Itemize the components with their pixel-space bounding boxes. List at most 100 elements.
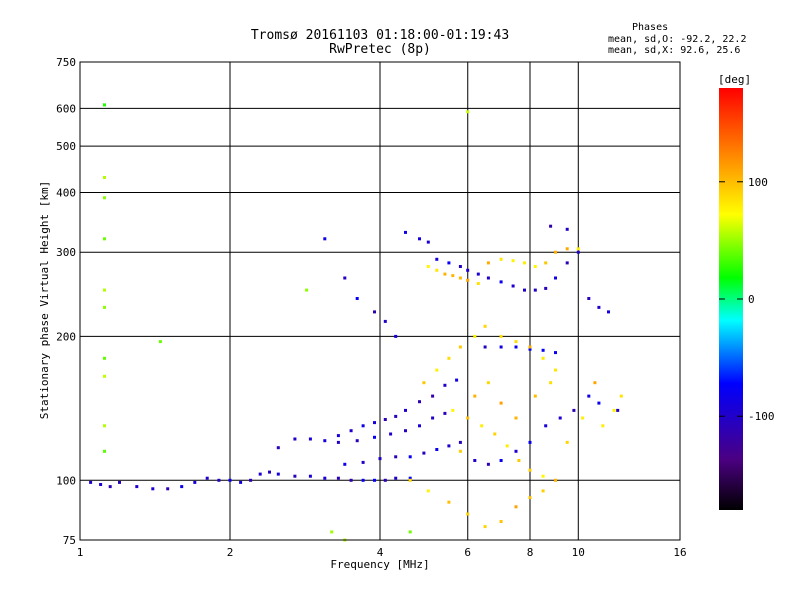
data-point bbox=[276, 446, 280, 450]
data-point bbox=[455, 378, 459, 382]
x-tick-label: 4 bbox=[377, 546, 384, 559]
data-point bbox=[554, 250, 557, 254]
data-point bbox=[103, 449, 106, 453]
data-point bbox=[103, 288, 106, 292]
data-point bbox=[343, 276, 347, 280]
data-point bbox=[458, 276, 462, 280]
data-point bbox=[486, 381, 490, 385]
data-point bbox=[103, 103, 106, 107]
y-tick-label: 200 bbox=[56, 330, 76, 343]
data-point bbox=[451, 274, 455, 278]
data-point bbox=[458, 345, 462, 349]
data-point bbox=[499, 280, 503, 284]
data-point bbox=[486, 261, 490, 265]
data-point bbox=[511, 259, 515, 263]
data-point bbox=[458, 440, 462, 444]
colorbar-label: [deg] bbox=[718, 73, 751, 86]
y-tick-label: 75 bbox=[63, 534, 76, 547]
data-point bbox=[180, 485, 184, 489]
data-point bbox=[499, 520, 503, 523]
data-point bbox=[103, 424, 106, 428]
data-point bbox=[323, 237, 327, 241]
data-point bbox=[276, 472, 280, 476]
data-point bbox=[435, 448, 439, 451]
data-point bbox=[514, 449, 518, 453]
data-point bbox=[373, 421, 376, 425]
data-point bbox=[576, 247, 580, 251]
y-tick-label: 400 bbox=[56, 186, 76, 199]
data-point bbox=[336, 476, 340, 480]
data-point bbox=[447, 261, 451, 265]
data-point bbox=[483, 345, 487, 349]
data-point bbox=[499, 345, 503, 349]
data-point bbox=[483, 525, 487, 529]
x-tick-label: 2 bbox=[227, 546, 234, 559]
data-point bbox=[355, 439, 359, 443]
data-point bbox=[383, 319, 387, 323]
data-point bbox=[408, 476, 412, 480]
data-point bbox=[435, 368, 439, 372]
x-axis-label: Frequency [MHz] bbox=[330, 558, 429, 571]
data-point bbox=[323, 439, 327, 443]
data-point bbox=[616, 408, 620, 412]
data-point bbox=[394, 455, 398, 459]
data-point bbox=[514, 505, 518, 509]
data-point bbox=[447, 500, 451, 504]
data-point bbox=[514, 416, 518, 420]
data-point bbox=[447, 356, 451, 360]
data-point bbox=[565, 440, 569, 444]
data-point bbox=[473, 394, 477, 398]
data-point bbox=[576, 250, 580, 254]
data-point bbox=[239, 480, 243, 484]
data-point bbox=[486, 462, 490, 466]
data-point bbox=[541, 356, 545, 360]
data-point bbox=[499, 401, 503, 405]
data-point bbox=[443, 411, 447, 415]
data-point bbox=[383, 418, 387, 421]
data-point bbox=[476, 282, 480, 285]
data-point bbox=[435, 268, 439, 272]
data-point bbox=[426, 265, 430, 268]
data-point bbox=[378, 457, 382, 461]
data-point bbox=[565, 247, 569, 251]
data-point bbox=[612, 408, 616, 412]
data-point bbox=[587, 394, 591, 398]
data-point bbox=[597, 305, 601, 309]
data-point bbox=[523, 288, 526, 292]
data-point bbox=[103, 305, 106, 309]
data-point bbox=[533, 394, 537, 398]
data-point bbox=[601, 424, 605, 428]
plot-frame bbox=[79, 61, 681, 541]
data-point bbox=[323, 476, 327, 480]
data-point bbox=[499, 459, 503, 462]
y-tick-label: 100 bbox=[56, 474, 76, 487]
data-point bbox=[541, 348, 545, 352]
data-point bbox=[565, 261, 569, 265]
data-point bbox=[135, 485, 139, 489]
data-point bbox=[408, 455, 412, 459]
data-point bbox=[483, 324, 487, 328]
data-point bbox=[431, 394, 435, 398]
data-point bbox=[517, 459, 521, 462]
data-point bbox=[443, 272, 447, 276]
data-point bbox=[544, 286, 548, 290]
data-point bbox=[619, 394, 623, 398]
data-point bbox=[480, 424, 484, 428]
data-point bbox=[607, 310, 610, 314]
data-point bbox=[533, 288, 537, 292]
data-point bbox=[373, 435, 376, 439]
data-point bbox=[473, 459, 477, 462]
data-point bbox=[89, 480, 93, 484]
data-point bbox=[293, 437, 297, 441]
data-point bbox=[528, 496, 532, 500]
data-point bbox=[103, 356, 106, 360]
data-point bbox=[408, 530, 412, 534]
data-point bbox=[99, 483, 103, 486]
y-tick-label: 500 bbox=[56, 140, 76, 153]
data-point bbox=[466, 416, 470, 420]
chart-title: Tromsø 20161103 01:18:00-01:19:43 bbox=[250, 28, 510, 43]
data-point bbox=[205, 476, 209, 480]
data-point bbox=[581, 416, 585, 420]
data-point bbox=[528, 347, 532, 351]
data-point bbox=[458, 265, 462, 268]
